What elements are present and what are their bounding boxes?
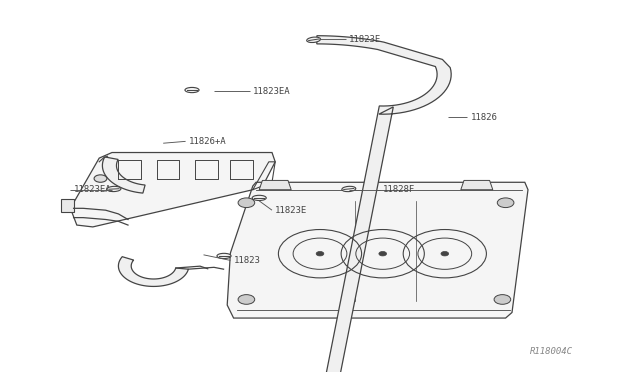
Circle shape: [94, 175, 107, 182]
Polygon shape: [461, 180, 493, 190]
Polygon shape: [102, 157, 145, 193]
Ellipse shape: [252, 195, 266, 201]
Text: 11823E: 11823E: [275, 206, 307, 215]
Circle shape: [238, 198, 255, 208]
Ellipse shape: [185, 87, 199, 93]
Text: 11828F: 11828F: [383, 185, 415, 194]
Polygon shape: [61, 199, 74, 212]
Circle shape: [494, 295, 511, 304]
Text: 11823EA: 11823EA: [74, 185, 111, 194]
Polygon shape: [227, 182, 528, 318]
Text: 11823E: 11823E: [349, 35, 381, 44]
Polygon shape: [307, 36, 451, 372]
Circle shape: [238, 295, 255, 304]
Polygon shape: [118, 257, 188, 286]
Ellipse shape: [342, 186, 356, 192]
Ellipse shape: [307, 37, 321, 42]
Text: 11823EA: 11823EA: [253, 87, 291, 96]
Text: 11826: 11826: [470, 113, 497, 122]
Circle shape: [441, 251, 449, 256]
Text: R118004C: R118004C: [530, 347, 573, 356]
Text: 11826+A: 11826+A: [189, 137, 227, 146]
Circle shape: [379, 251, 387, 256]
Ellipse shape: [217, 253, 231, 259]
Text: 11823: 11823: [234, 256, 260, 265]
Polygon shape: [70, 153, 275, 227]
Polygon shape: [259, 180, 291, 190]
Circle shape: [316, 251, 324, 256]
Ellipse shape: [107, 186, 121, 192]
Circle shape: [497, 198, 514, 208]
